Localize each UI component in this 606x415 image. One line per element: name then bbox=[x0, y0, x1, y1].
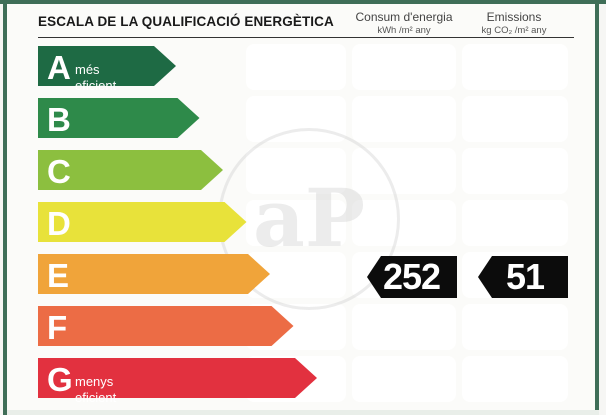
top-border bbox=[0, 0, 606, 4]
consumption-header-label: Consum d'energia bbox=[355, 10, 453, 24]
rating-bar-g-shape bbox=[38, 358, 317, 398]
scale-title: ESCALA DE LA QUALIFICACIÓ ENERGÈTICA bbox=[38, 14, 334, 29]
grid-cell bbox=[246, 44, 346, 90]
consumption-value: 252 bbox=[383, 256, 441, 297]
rating-bar-b-shape bbox=[38, 98, 200, 138]
rating-letter-c: C bbox=[47, 153, 71, 190]
rating-letter-f: F bbox=[47, 309, 68, 346]
bottom-border bbox=[7, 410, 599, 415]
rating-bar-c-shape bbox=[38, 150, 223, 190]
emissions-value: 51 bbox=[506, 256, 545, 297]
grid-cell bbox=[462, 44, 568, 90]
rating-sublabel-a: més eficient bbox=[75, 62, 117, 93]
rating-letter-d: D bbox=[47, 205, 71, 242]
rating-letter-b: B bbox=[47, 101, 71, 138]
title-underline bbox=[38, 37, 574, 38]
emissions-marker-shape bbox=[478, 256, 568, 298]
rating-sublabel-g: menys eficient bbox=[75, 374, 117, 405]
grid-cell bbox=[352, 96, 456, 142]
grid-cell bbox=[462, 148, 568, 194]
grid-cell bbox=[352, 356, 456, 402]
emissions-header: Emissions kg CO₂ /m² any bbox=[462, 10, 566, 38]
consumption-header-unit: kWh /m² any bbox=[377, 25, 431, 36]
rating-bar-a-shape bbox=[38, 46, 176, 86]
rating-bar-e-shape bbox=[38, 254, 270, 294]
grid-cell bbox=[462, 200, 568, 246]
rating-bar-d-shape bbox=[38, 202, 247, 242]
grid-cell bbox=[352, 304, 456, 350]
consumption-marker-shape bbox=[367, 256, 457, 298]
rating-letter-a: A bbox=[47, 49, 71, 86]
rating-letter-g: G bbox=[47, 361, 73, 398]
consumption-header: Consum d'energia kWh /m² any bbox=[352, 10, 456, 38]
grid-cell bbox=[462, 356, 568, 402]
emissions-header-label: Emissions bbox=[486, 10, 542, 24]
grid-cell bbox=[352, 44, 456, 90]
rating-letter-e: E bbox=[47, 257, 70, 294]
grid-cell bbox=[462, 304, 568, 350]
emissions-header-unit: kg CO₂ /m² any bbox=[481, 25, 547, 36]
grid-cell bbox=[462, 96, 568, 142]
rating-bar-f-shape bbox=[38, 306, 294, 346]
